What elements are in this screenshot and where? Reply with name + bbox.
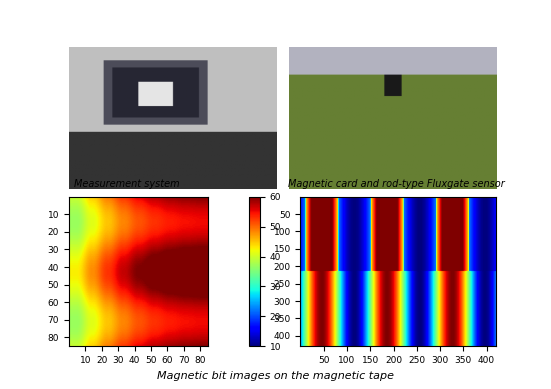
Text: Magnetic card and rod-type Fluxgate sensor: Magnetic card and rod-type Fluxgate sens… bbox=[288, 179, 505, 189]
Text: Magnetic bit images on the magnetic tape: Magnetic bit images on the magnetic tape bbox=[157, 371, 394, 381]
Text: Measurement system: Measurement system bbox=[74, 179, 180, 189]
